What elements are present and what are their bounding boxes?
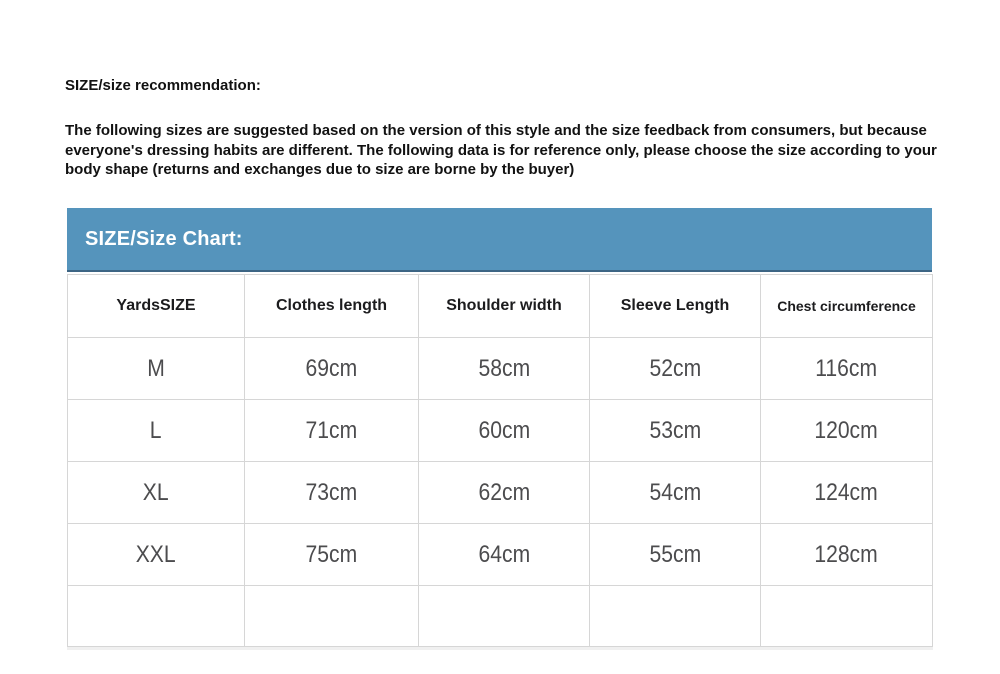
table-cell-value: 69cm [305, 354, 358, 382]
table-cell [589, 585, 761, 647]
table-cell-value: 52cm [649, 354, 701, 382]
table-cell-value: 55cm [649, 540, 701, 568]
size-chart-title: SIZE/Size Chart: [85, 227, 243, 250]
table-cell: 55cm [589, 523, 761, 586]
table-cell-value: L [150, 416, 162, 444]
table-cell [67, 585, 245, 647]
table-cell: M [67, 337, 245, 400]
column-header: Chest circumference [760, 274, 933, 338]
table-cell [418, 585, 590, 647]
table-cell: 53cm [589, 399, 761, 462]
table-cell-value: 64cm [478, 540, 530, 568]
table-cell: 116cm [760, 337, 933, 400]
table-cell: 75cm [244, 523, 419, 586]
table-cell-value: 128cm [814, 540, 879, 568]
table-cell-value: 53cm [649, 416, 701, 444]
table-cell: 58cm [418, 337, 590, 400]
table-row: XXL 75cm 64cm 55cm 128cm [67, 523, 933, 586]
table-cell: XL [67, 461, 245, 524]
recommendation-heading: SIZE/size recommendation: [65, 77, 261, 94]
table-cell-value: M [147, 354, 165, 382]
table-row: L 71cm 60cm 53cm 120cm [67, 399, 933, 462]
table-cell-value: 54cm [649, 478, 701, 506]
table-cell: 60cm [418, 399, 590, 462]
table-cell: 73cm [244, 461, 419, 524]
table-cell-value: 60cm [478, 416, 530, 444]
table-row: XL 73cm 62cm 54cm 124cm [67, 461, 933, 524]
table-cell: 120cm [760, 399, 933, 462]
table-cell [244, 585, 419, 647]
table-cell: 54cm [589, 461, 761, 524]
recommendation-paragraph: The following sizes are suggested based … [65, 122, 937, 178]
table-row [67, 585, 933, 647]
table-row: M 69cm 58cm 52cm 116cm [67, 337, 933, 400]
table-cell [760, 585, 933, 647]
table-cell-value: 73cm [305, 478, 358, 506]
size-chart-header-row: YardsSIZE Clothes length Shoulder width Sle… [67, 274, 933, 338]
size-chart-title-bar: SIZE/Size Chart: [67, 208, 932, 272]
table-cell-value: XXL [136, 540, 176, 568]
column-header: YardsSIZE [67, 274, 245, 338]
table-cell: 64cm [418, 523, 590, 586]
table-cell-value: XL [143, 478, 169, 506]
table-cell-value: 58cm [478, 354, 530, 382]
table-cell: XXL [67, 523, 245, 586]
table-cell-value: 71cm [305, 416, 358, 444]
table-cell: L [67, 399, 245, 462]
table-cell-value: 62cm [478, 478, 530, 506]
table-cell-value: 75cm [305, 540, 358, 568]
column-header: Sleeve Length [589, 274, 761, 338]
table-cell: 124cm [760, 461, 933, 524]
column-header: Shoulder width [418, 274, 590, 338]
table-cell: 128cm [760, 523, 933, 586]
table-cell: 62cm [418, 461, 590, 524]
table-cell: 52cm [589, 337, 761, 400]
table-cell: 69cm [244, 337, 419, 400]
column-header: Clothes length [244, 274, 419, 338]
table-cell-value: 120cm [814, 416, 879, 444]
table-cell-value: 124cm [814, 478, 879, 506]
size-chart-table: YardsSIZE Clothes length Shoulder width Sle… [67, 274, 933, 647]
table-cell: 71cm [244, 399, 419, 462]
table-cell-value: 116cm [815, 354, 878, 382]
